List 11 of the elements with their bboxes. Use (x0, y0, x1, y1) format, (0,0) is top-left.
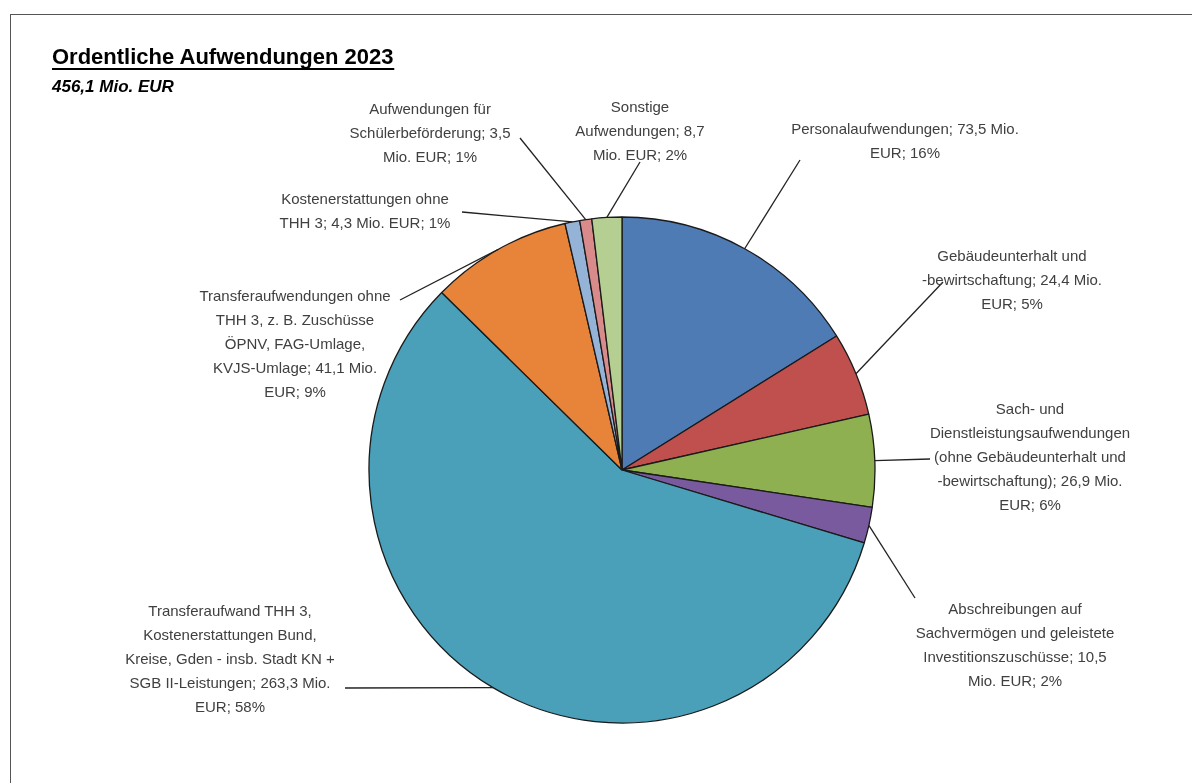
slice-label: Gebäudeunterhalt und -bewirtschaftung; 24,4 Mio. EUR; 5% (921, 247, 1103, 313)
slice-label: Kostenerstattungen ohne THH 3; 4,3 Mio. EUR; 1% (279, 190, 451, 232)
slice-label: Sach- und Dienstleistungsaufwendungen (ohne Gebäudeunterhalt und -bewirtschaftung); 26,9 Mio. EUR; 6% (929, 400, 1131, 514)
chart-title: Ordentliche Aufwendungen 2023 (52, 44, 394, 69)
slice-label: Transferaufwand THH 3, Kostenerstattungen Bund, Kreise, Gden - insb. Stadt KN + SGB II-Leistungen; 263,3 Mio. EUR; 58% (125, 602, 336, 716)
slice-label: Abschreibungen auf Sachvermögen und geleistete Investitionszuschüsse; 10,5 Mio. EUR; 2% (915, 600, 1115, 690)
chart-subtitle: 456,1 Mio. EUR (51, 77, 175, 96)
slice-label: Transferaufwendungen ohne THH 3, z. B. Zuschüsse ÖPNV, FAG-Umlage, KVJS-Umlage; 41,1 Mio. EUR; 9% (199, 287, 391, 401)
slice-label: Aufwendungen für Schülerbeförderung; 3,5 Mio. EUR; 1% (349, 100, 511, 166)
slice-label: Personalaufwendungen; 73,5 Mio. EUR; 16% (791, 120, 1019, 162)
slice-label: Sonstige Aufwendungen; 8,7 Mio. EUR; 2% (575, 98, 705, 164)
